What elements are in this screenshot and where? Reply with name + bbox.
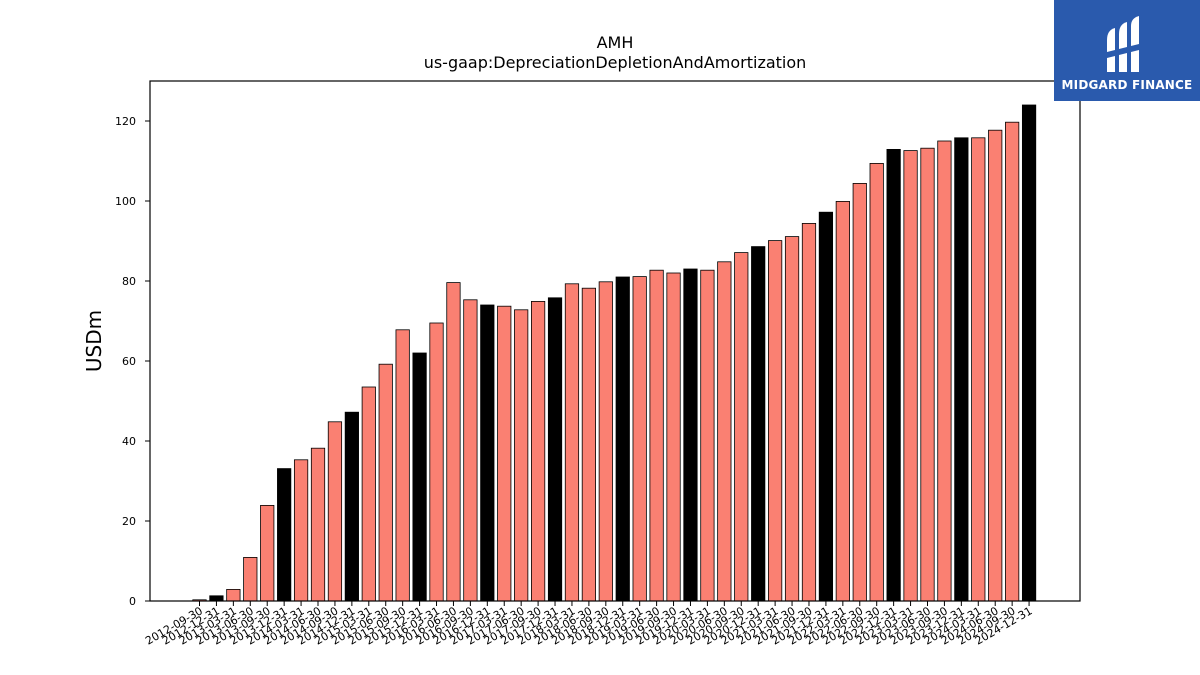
bar-2013-06-30	[243, 557, 258, 602]
bar-2013-12-31	[277, 468, 292, 602]
bar-2022-03-31	[835, 200, 850, 602]
bar-2016-06-30	[446, 282, 461, 602]
bar-2015-09-30	[395, 329, 410, 602]
bar-2021-06-30	[784, 236, 800, 602]
bar-2020-09-30	[734, 252, 749, 602]
bar-2014-09-30	[327, 421, 343, 602]
y-tick-label: 40	[122, 435, 136, 448]
bar-2023-03-31	[903, 150, 918, 602]
bar-2024-06-30	[988, 129, 1003, 602]
bar-2019-12-31	[683, 268, 698, 602]
x-axis-ticks: 2012-09-302012-12-312013-03-312013-06-30…	[143, 601, 1035, 648]
bar-2021-12-31	[818, 211, 834, 602]
bar-2022-06-30	[852, 182, 867, 602]
y-tick-label: 20	[122, 515, 136, 528]
bar-2017-09-30	[531, 300, 546, 602]
bar-2015-03-31	[361, 386, 376, 602]
bar-2016-09-30	[463, 299, 478, 602]
bar-2015-06-30	[378, 363, 393, 602]
y-axis-label: USDm	[82, 310, 106, 372]
bar-2024-09-30	[1005, 121, 1020, 602]
y-tick-label: 120	[115, 115, 136, 128]
bar-2020-12-31	[751, 246, 766, 602]
midgard-finance-logo-icon	[1107, 15, 1139, 72]
bar-2018-12-31	[615, 276, 630, 602]
bar-2016-03-31	[429, 322, 444, 602]
bar-2023-09-30	[937, 140, 952, 602]
brand-name: MIDGARD FINANCE	[1061, 77, 1193, 92]
bar-2023-12-31	[954, 137, 969, 602]
bar-2021-09-30	[801, 222, 817, 602]
bar-2020-03-31	[700, 269, 715, 602]
y-tick-label: 100	[115, 195, 136, 208]
bar-2022-09-30	[869, 162, 884, 602]
bar-2018-09-30	[598, 281, 613, 602]
chart-title: AMH	[597, 33, 634, 52]
bar-2016-12-31	[480, 304, 495, 602]
bar-2019-09-30	[666, 272, 681, 602]
bar-2013-03-31	[226, 589, 241, 602]
bar-2014-06-30	[310, 447, 326, 602]
bar-2017-12-31	[547, 297, 563, 602]
y-axis-ticks: 0 20 40 60 80 100 120	[115, 115, 150, 608]
brand-logo: MIDGARD FINANCE	[1054, 0, 1200, 101]
bar-2018-06-30	[581, 287, 596, 602]
bar-2020-06-30	[717, 261, 732, 602]
bar-2024-12-31	[1021, 104, 1037, 602]
y-tick-label: 60	[122, 355, 136, 368]
plot-frame	[149, 80, 1081, 602]
y-tick-label: 0	[129, 595, 136, 608]
y-tick-label: 80	[122, 275, 136, 288]
bar-2019-03-31	[632, 276, 647, 602]
bar-2024-03-31	[971, 137, 986, 602]
bar-series	[192, 104, 1037, 602]
bar-2021-03-31	[768, 240, 783, 602]
chart-subtitle: us-gaap:DepreciationDepletionAndAmortiza…	[424, 53, 807, 72]
bar-2012-12-31	[209, 595, 224, 602]
bar-2014-12-31	[344, 411, 359, 602]
bar-2013-09-30	[260, 504, 275, 602]
bar-2022-12-31	[886, 148, 901, 602]
bar-2015-12-31	[412, 352, 427, 602]
bar-2019-06-30	[649, 269, 664, 602]
bar-2017-03-31	[497, 305, 512, 602]
bar-2017-06-30	[514, 309, 529, 602]
bar-2018-03-31	[564, 283, 580, 602]
bar-2023-06-30	[920, 147, 935, 602]
bar-2014-03-31	[293, 459, 309, 602]
